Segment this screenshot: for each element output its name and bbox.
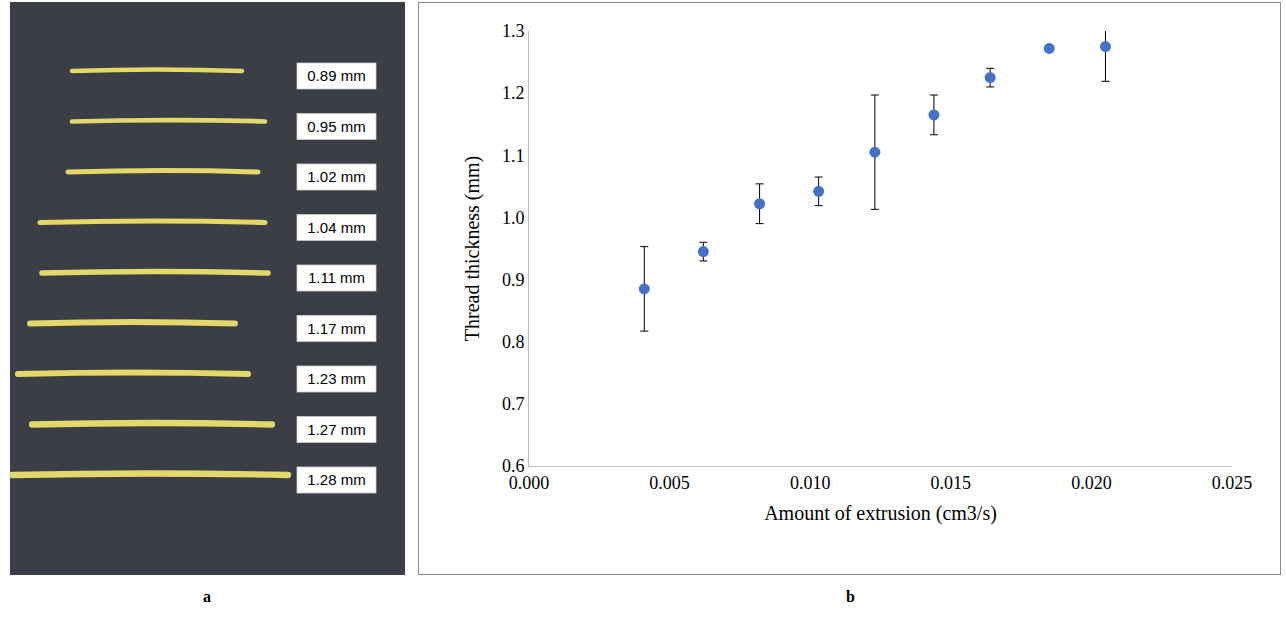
svg-text:1.27 mm: 1.27 mm: [307, 421, 365, 438]
svg-text:0.7: 0.7: [502, 394, 525, 414]
svg-text:1.23 mm: 1.23 mm: [307, 370, 365, 387]
svg-text:1.04 mm: 1.04 mm: [307, 219, 365, 236]
svg-text:0.015: 0.015: [931, 473, 972, 493]
svg-text:0.000: 0.000: [509, 473, 550, 493]
svg-text:0.025: 0.025: [1212, 473, 1253, 493]
svg-text:Thread thickness (mm): Thread thickness (mm): [461, 156, 484, 342]
svg-text:1.17 mm: 1.17 mm: [307, 320, 365, 337]
svg-text:0.020: 0.020: [1071, 473, 1112, 493]
svg-text:0.89 mm: 0.89 mm: [307, 67, 365, 84]
svg-text:0.95 mm: 0.95 mm: [307, 118, 365, 135]
svg-text:0.005: 0.005: [649, 473, 690, 493]
svg-text:0.010: 0.010: [790, 473, 831, 493]
svg-text:1.02 mm: 1.02 mm: [307, 168, 365, 185]
svg-text:0.9: 0.9: [502, 270, 525, 290]
html-text:b: b: [846, 588, 855, 605]
svg-text:0.6: 0.6: [502, 456, 525, 476]
svg-text:1.1: 1.1: [502, 146, 525, 166]
svg-text:1.3: 1.3: [502, 21, 525, 41]
svg-text:0.8: 0.8: [502, 332, 525, 352]
svg-text:1.2: 1.2: [502, 83, 525, 103]
svg-text:1.0: 1.0: [502, 208, 525, 228]
svg-text:1.11 mm: 1.11 mm: [308, 269, 365, 286]
html-text:a: a: [203, 588, 211, 605]
svg-text:Amount of extrusion (cm3/s): Amount of extrusion (cm3/s): [764, 502, 997, 525]
svg-text:1.28 mm: 1.28 mm: [307, 471, 365, 488]
